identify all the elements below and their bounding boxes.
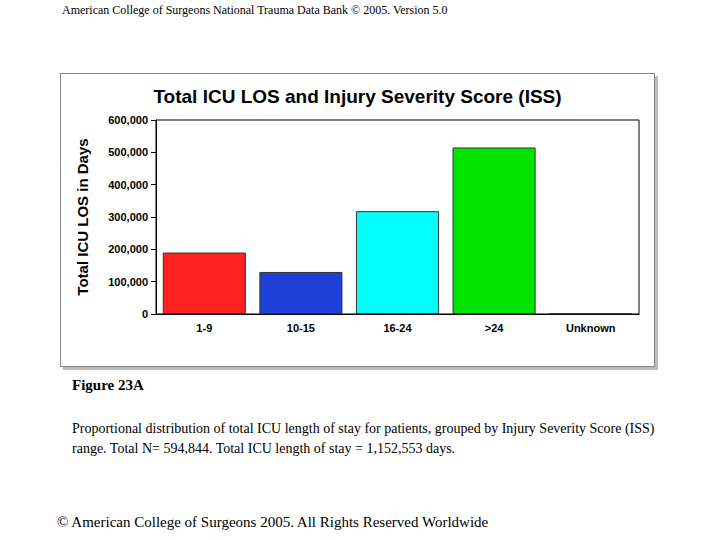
svg-text:16-24: 16-24 — [383, 322, 412, 334]
html-text:Proportional distribution of t: Proportional distribution of total ICU l… — [72, 421, 655, 456]
svg-text:10-15: 10-15 — [287, 322, 315, 334]
svg-text:Unknown: Unknown — [566, 322, 616, 334]
svg-text:400,000: 400,000 — [108, 179, 148, 191]
svg-text:300,000: 300,000 — [108, 211, 148, 223]
html-text:Figure 23A: Figure 23A — [72, 377, 144, 393]
svg-text:600,000: 600,000 — [108, 114, 148, 126]
html-text:© American College of Surgeons: © American College of Surgeons 2005. All… — [57, 514, 489, 530]
html-text:American College of Surgeons N: American College of Surgeons National Tr… — [62, 3, 448, 17]
svg-text:0: 0 — [142, 308, 148, 320]
svg-text:>24: >24 — [485, 322, 505, 334]
svg-text:100,000: 100,000 — [108, 276, 148, 288]
svg-text:500,000: 500,000 — [108, 146, 148, 158]
svg-text:1-9: 1-9 — [196, 322, 212, 334]
svg-text:200,000: 200,000 — [108, 243, 148, 255]
svg-text:Total ICU LOS in Days: Total ICU LOS in Days — [74, 138, 91, 295]
svg-text:Total ICU LOS and Injury Sever: Total ICU LOS and Injury Severity Score … — [153, 86, 561, 107]
